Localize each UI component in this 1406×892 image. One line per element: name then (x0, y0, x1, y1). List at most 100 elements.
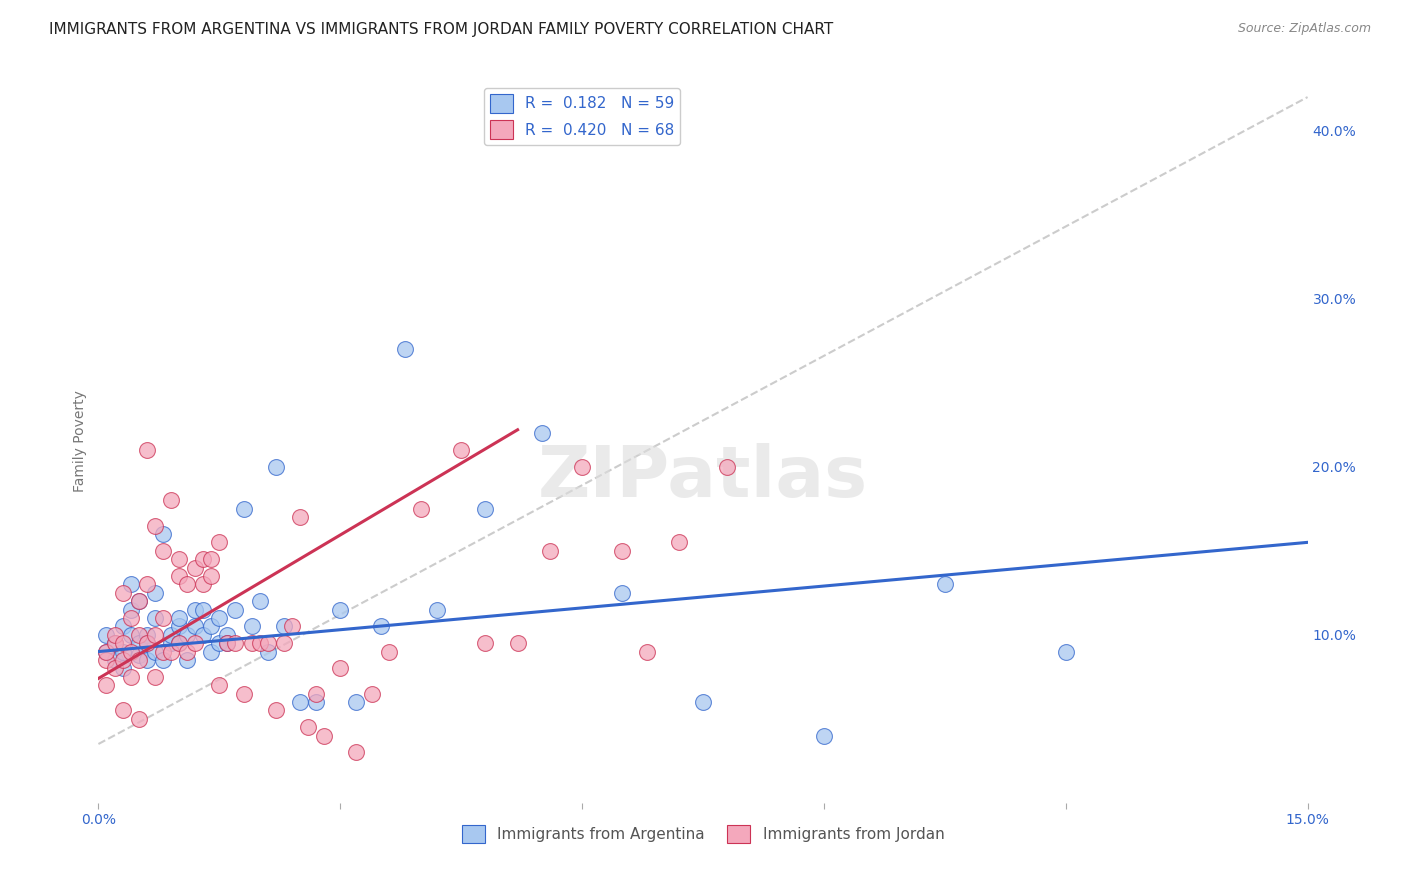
Point (240, 619, 263, 633)
Point (176, 644, 198, 658)
Point (103, 653, 125, 667)
Point (135, 636, 157, 650)
Point (409, 501, 432, 516)
Point (329, 602, 352, 616)
Point (264, 459, 287, 474)
Point (176, 628, 198, 642)
Point (506, 636, 529, 650)
Point (167, 552, 190, 566)
Point (143, 611, 166, 625)
Text: IMMIGRANTS FROM ARGENTINA VS IMMIGRANTS FROM JORDAN FAMILY POVERTY CORRELATION C: IMMIGRANTS FROM ARGENTINA VS IMMIGRANTS … (49, 22, 834, 37)
Point (143, 628, 166, 642)
Point (128, 636, 150, 650)
Point (135, 636, 157, 650)
Point (103, 661, 125, 675)
Point (103, 628, 125, 642)
Point (143, 518, 166, 533)
Point (96, 644, 118, 658)
Text: Source: ZipAtlas.com: Source: ZipAtlas.com (1237, 22, 1371, 36)
Point (344, 695, 367, 709)
Point (160, 628, 183, 642)
Point (120, 602, 142, 616)
Point (96, 653, 118, 667)
Point (193, 602, 215, 616)
Point (143, 644, 166, 658)
Point (135, 577, 157, 591)
Point (297, 720, 319, 734)
Point (813, 729, 835, 743)
Point (128, 653, 150, 667)
Point (160, 493, 183, 508)
Point (128, 628, 150, 642)
Point (111, 619, 134, 633)
Point (377, 644, 399, 658)
Point (612, 543, 634, 558)
Point (111, 653, 134, 667)
Point (120, 611, 142, 625)
Point (176, 577, 198, 591)
Point (273, 636, 295, 650)
Point (208, 636, 231, 650)
Point (329, 661, 352, 675)
Point (120, 644, 142, 658)
Point (167, 569, 190, 583)
Text: ZIPatlas: ZIPatlas (538, 443, 868, 512)
Point (167, 636, 190, 650)
Point (96, 644, 118, 658)
Point (200, 644, 222, 658)
Point (217, 636, 239, 650)
Point (571, 459, 593, 474)
Point (474, 501, 496, 516)
Point (160, 636, 183, 650)
Point (135, 653, 157, 667)
Point (111, 703, 134, 717)
Point (394, 342, 416, 356)
Point (135, 442, 157, 457)
Point (612, 586, 634, 600)
Point (111, 644, 134, 658)
Point (716, 459, 738, 474)
Point (692, 695, 714, 709)
Point (224, 636, 246, 650)
Point (111, 661, 134, 675)
Point (249, 594, 271, 608)
Point (193, 628, 215, 642)
Point (120, 670, 142, 684)
Point (426, 602, 449, 616)
Point (200, 552, 222, 566)
Point (636, 644, 658, 658)
Point (120, 577, 142, 591)
Point (167, 619, 190, 633)
Point (288, 695, 311, 709)
Point (256, 636, 278, 650)
Point (538, 543, 561, 558)
Point (217, 636, 239, 650)
Point (176, 653, 198, 667)
Y-axis label: Family Poverty: Family Poverty (73, 391, 87, 492)
Point (103, 636, 125, 650)
Point (361, 687, 384, 701)
Point (103, 636, 125, 650)
Point (264, 703, 287, 717)
Point (96, 678, 118, 692)
Point (152, 653, 174, 667)
Point (152, 543, 174, 558)
Point (344, 745, 367, 759)
Point (128, 712, 150, 726)
Point (111, 586, 134, 600)
Point (184, 560, 207, 574)
Point (167, 636, 190, 650)
Legend: Immigrants from Argentina, Immigrants from Jordan: Immigrants from Argentina, Immigrants fr… (456, 819, 950, 849)
Point (184, 636, 207, 650)
Point (143, 670, 166, 684)
Point (111, 636, 134, 650)
Point (530, 426, 553, 441)
Point (668, 535, 690, 549)
Point (217, 628, 239, 642)
Point (167, 611, 190, 625)
Point (934, 577, 956, 591)
Point (288, 510, 311, 524)
Point (152, 644, 174, 658)
Point (240, 636, 263, 650)
Point (193, 577, 215, 591)
